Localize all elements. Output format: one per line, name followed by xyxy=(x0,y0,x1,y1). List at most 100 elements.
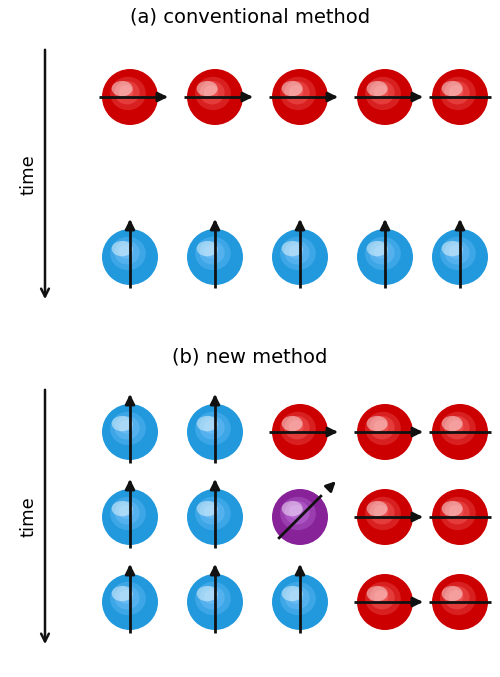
Text: time: time xyxy=(20,154,38,196)
Ellipse shape xyxy=(272,404,328,460)
Ellipse shape xyxy=(272,229,328,285)
Ellipse shape xyxy=(110,497,146,530)
Ellipse shape xyxy=(357,489,413,545)
Ellipse shape xyxy=(442,81,462,96)
Ellipse shape xyxy=(284,81,310,104)
Ellipse shape xyxy=(365,237,401,270)
Ellipse shape xyxy=(282,501,302,517)
Ellipse shape xyxy=(374,505,388,519)
Ellipse shape xyxy=(289,505,304,519)
Ellipse shape xyxy=(196,501,218,517)
Ellipse shape xyxy=(200,81,224,104)
Ellipse shape xyxy=(112,416,132,431)
Ellipse shape xyxy=(114,241,140,265)
Ellipse shape xyxy=(440,497,476,530)
Ellipse shape xyxy=(432,69,488,125)
Ellipse shape xyxy=(204,85,218,99)
Ellipse shape xyxy=(449,85,464,99)
Ellipse shape xyxy=(284,586,310,609)
Ellipse shape xyxy=(282,81,302,96)
Ellipse shape xyxy=(374,85,388,99)
Ellipse shape xyxy=(196,241,218,257)
Ellipse shape xyxy=(200,241,224,265)
Ellipse shape xyxy=(195,497,231,530)
Ellipse shape xyxy=(195,412,231,445)
Ellipse shape xyxy=(284,501,310,525)
Ellipse shape xyxy=(200,586,224,609)
Ellipse shape xyxy=(187,229,243,285)
Ellipse shape xyxy=(374,420,388,434)
Ellipse shape xyxy=(432,489,488,545)
Ellipse shape xyxy=(370,586,394,609)
Ellipse shape xyxy=(280,582,316,615)
Ellipse shape xyxy=(366,586,388,601)
Ellipse shape xyxy=(442,416,462,431)
Ellipse shape xyxy=(374,590,388,604)
Ellipse shape xyxy=(200,501,224,525)
Ellipse shape xyxy=(365,412,401,445)
Ellipse shape xyxy=(442,241,462,257)
Ellipse shape xyxy=(112,586,132,601)
Ellipse shape xyxy=(112,501,132,517)
Ellipse shape xyxy=(282,586,302,601)
Ellipse shape xyxy=(357,229,413,285)
Ellipse shape xyxy=(365,77,401,110)
Ellipse shape xyxy=(195,237,231,270)
Ellipse shape xyxy=(110,77,146,110)
Ellipse shape xyxy=(204,245,218,259)
Ellipse shape xyxy=(119,245,134,259)
Ellipse shape xyxy=(204,505,218,519)
Ellipse shape xyxy=(187,69,243,125)
Ellipse shape xyxy=(119,590,134,604)
Ellipse shape xyxy=(187,489,243,545)
Ellipse shape xyxy=(440,412,476,445)
Ellipse shape xyxy=(444,586,469,609)
Ellipse shape xyxy=(442,501,462,517)
Ellipse shape xyxy=(110,582,146,615)
Ellipse shape xyxy=(114,416,140,439)
Text: (a) conventional method: (a) conventional method xyxy=(130,7,370,26)
Ellipse shape xyxy=(204,590,218,604)
Ellipse shape xyxy=(432,229,488,285)
Ellipse shape xyxy=(449,245,464,259)
Ellipse shape xyxy=(374,245,388,259)
Ellipse shape xyxy=(119,85,134,99)
Ellipse shape xyxy=(449,420,464,434)
Ellipse shape xyxy=(280,412,316,445)
Ellipse shape xyxy=(444,416,469,439)
Ellipse shape xyxy=(365,497,401,530)
Ellipse shape xyxy=(196,416,218,431)
Ellipse shape xyxy=(444,81,469,104)
Ellipse shape xyxy=(112,81,132,96)
Ellipse shape xyxy=(370,81,394,104)
Ellipse shape xyxy=(440,77,476,110)
Ellipse shape xyxy=(449,505,464,519)
Ellipse shape xyxy=(289,245,304,259)
Ellipse shape xyxy=(284,241,310,265)
Ellipse shape xyxy=(440,582,476,615)
Ellipse shape xyxy=(366,241,388,257)
Ellipse shape xyxy=(200,416,224,439)
Ellipse shape xyxy=(282,241,302,257)
Ellipse shape xyxy=(370,241,394,265)
Ellipse shape xyxy=(110,412,146,445)
Ellipse shape xyxy=(114,501,140,525)
Ellipse shape xyxy=(187,574,243,630)
Ellipse shape xyxy=(195,582,231,615)
Ellipse shape xyxy=(280,497,316,530)
Ellipse shape xyxy=(282,416,302,431)
Ellipse shape xyxy=(280,77,316,110)
Ellipse shape xyxy=(449,590,464,604)
Ellipse shape xyxy=(112,241,132,257)
Ellipse shape xyxy=(187,404,243,460)
Ellipse shape xyxy=(196,81,218,96)
Ellipse shape xyxy=(272,69,328,125)
Ellipse shape xyxy=(284,416,310,439)
Text: (b) new method: (b) new method xyxy=(172,347,328,366)
Ellipse shape xyxy=(102,574,158,630)
Ellipse shape xyxy=(366,81,388,96)
Ellipse shape xyxy=(102,229,158,285)
Ellipse shape xyxy=(365,582,401,615)
Ellipse shape xyxy=(370,416,394,439)
Ellipse shape xyxy=(370,501,394,525)
